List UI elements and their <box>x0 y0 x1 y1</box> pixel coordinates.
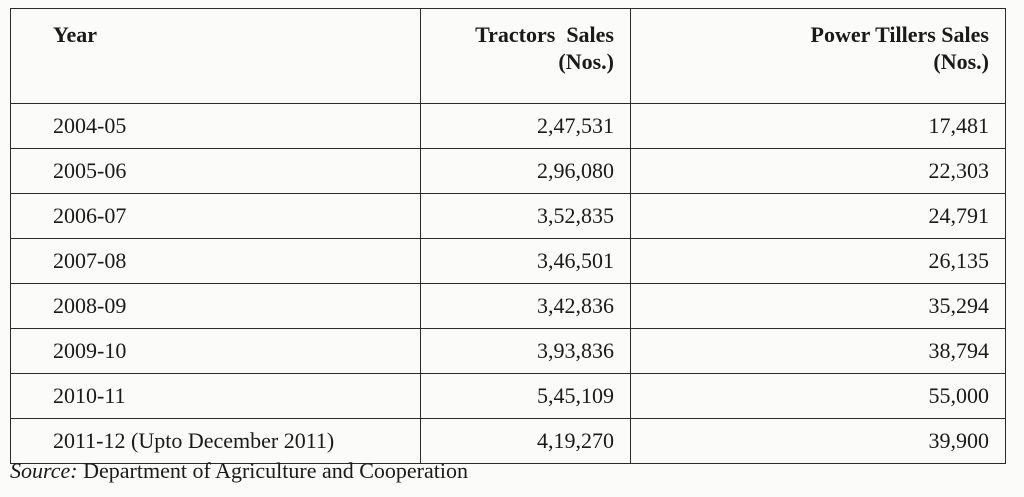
table-row: 2009-10 3,93,836 38,794 <box>10 328 1006 374</box>
table-row: 2011-12 (Upto December 2011) 4,19,270 39… <box>10 418 1006 464</box>
power-tillers-sales-cell: 17,481 <box>630 103 1006 149</box>
table-row: 2004-05 2,47,531 17,481 <box>10 103 1006 149</box>
table-row: 2008-09 3,42,836 35,294 <box>10 283 1006 329</box>
tractors-sales-cell: 4,19,270 <box>420 418 631 464</box>
source-note: Source: Department of Agriculture and Co… <box>10 458 468 484</box>
year-cell: 2004-05 <box>10 103 421 149</box>
year-cell: 2011-12 (Upto December 2011) <box>10 418 421 464</box>
sales-table-container: Year Tractors Sales (Nos.) Power Tillers… <box>10 8 1006 464</box>
table-row: 2005-06 2,96,080 22,303 <box>10 148 1006 194</box>
header-row: Year Tractors Sales (Nos.) Power Tillers… <box>10 8 1006 104</box>
power-tillers-sales-column-header: Power Tillers Sales (Nos.) <box>630 8 1006 104</box>
tillers-header-line1: Power Tillers Sales <box>810 22 989 47</box>
table-body: 2004-05 2,47,531 17,481 2005-06 2,96,080… <box>10 103 1006 464</box>
tractors-sales-cell: 2,47,531 <box>420 103 631 149</box>
power-tillers-sales-cell: 38,794 <box>630 328 1006 374</box>
tractors-sales-cell: 3,52,835 <box>420 193 631 239</box>
year-cell: 2010-11 <box>10 373 421 419</box>
power-tillers-sales-cell: 55,000 <box>630 373 1006 419</box>
power-tillers-sales-cell: 24,791 <box>630 193 1006 239</box>
year-header-label: Year <box>53 22 97 47</box>
year-cell: 2007-08 <box>10 238 421 284</box>
tractors-sales-cell: 2,96,080 <box>420 148 631 194</box>
tractors-header-line2: (Nos.) <box>558 49 614 74</box>
tractors-header-line1: Tractors Sales <box>475 22 614 47</box>
sales-table: Year Tractors Sales (Nos.) Power Tillers… <box>10 8 1006 464</box>
power-tillers-sales-cell: 22,303 <box>630 148 1006 194</box>
tractors-sales-cell: 3,46,501 <box>420 238 631 284</box>
tractors-sales-cell: 3,93,836 <box>420 328 631 374</box>
year-cell: 2006-07 <box>10 193 421 239</box>
tillers-header-line2: (Nos.) <box>933 49 989 74</box>
table-row: 2007-08 3,46,501 26,135 <box>10 238 1006 284</box>
tractors-sales-column-header: Tractors Sales (Nos.) <box>420 8 631 104</box>
table-row: 2010-11 5,45,109 55,000 <box>10 373 1006 419</box>
source-label: Source: <box>10 458 78 483</box>
power-tillers-sales-cell: 35,294 <box>630 283 1006 329</box>
power-tillers-sales-cell: 26,135 <box>630 238 1006 284</box>
year-cell: 2008-09 <box>10 283 421 329</box>
table-row: 2006-07 3,52,835 24,791 <box>10 193 1006 239</box>
year-column-header: Year <box>10 8 421 104</box>
tractors-sales-cell: 5,45,109 <box>420 373 631 419</box>
tractors-sales-cell: 3,42,836 <box>420 283 631 329</box>
year-cell: 2005-06 <box>10 148 421 194</box>
power-tillers-sales-cell: 39,900 <box>630 418 1006 464</box>
year-cell: 2009-10 <box>10 328 421 374</box>
source-text: Department of Agriculture and Cooperatio… <box>77 458 468 483</box>
